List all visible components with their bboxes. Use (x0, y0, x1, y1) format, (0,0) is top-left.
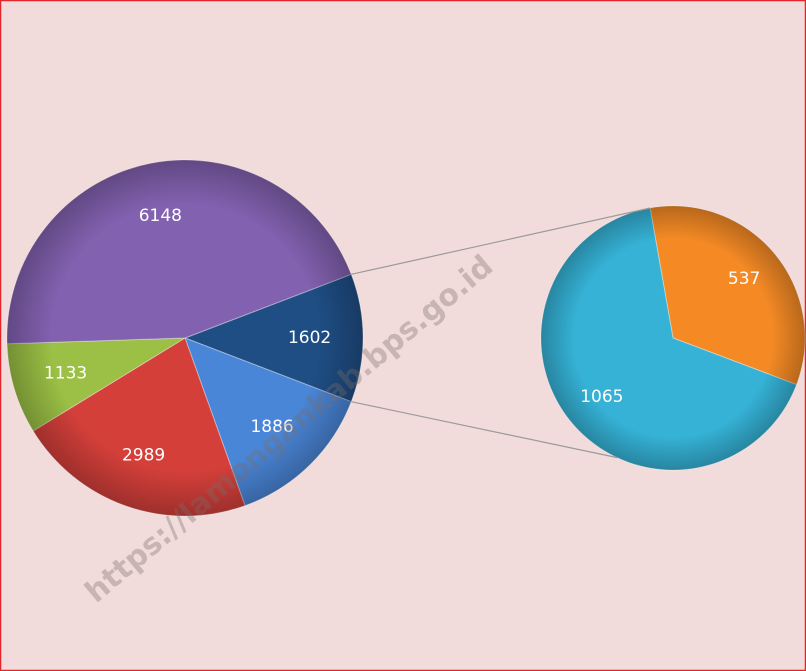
data-label: 1602 (288, 328, 331, 348)
data-label: 1133 (44, 364, 87, 384)
data-label: 1886 (250, 417, 293, 437)
data-label: 537 (728, 269, 760, 289)
pie-shading (7, 160, 363, 516)
pie-shading (541, 206, 805, 470)
data-label: 2989 (122, 446, 165, 466)
plot: 1602 1886 2989 1133 6148 537 1065 (6, 159, 806, 517)
connector-line (351, 207, 651, 275)
data-label: 1065 (580, 387, 623, 407)
connector-line (351, 401, 618, 459)
data-label: 6148 (139, 206, 182, 226)
